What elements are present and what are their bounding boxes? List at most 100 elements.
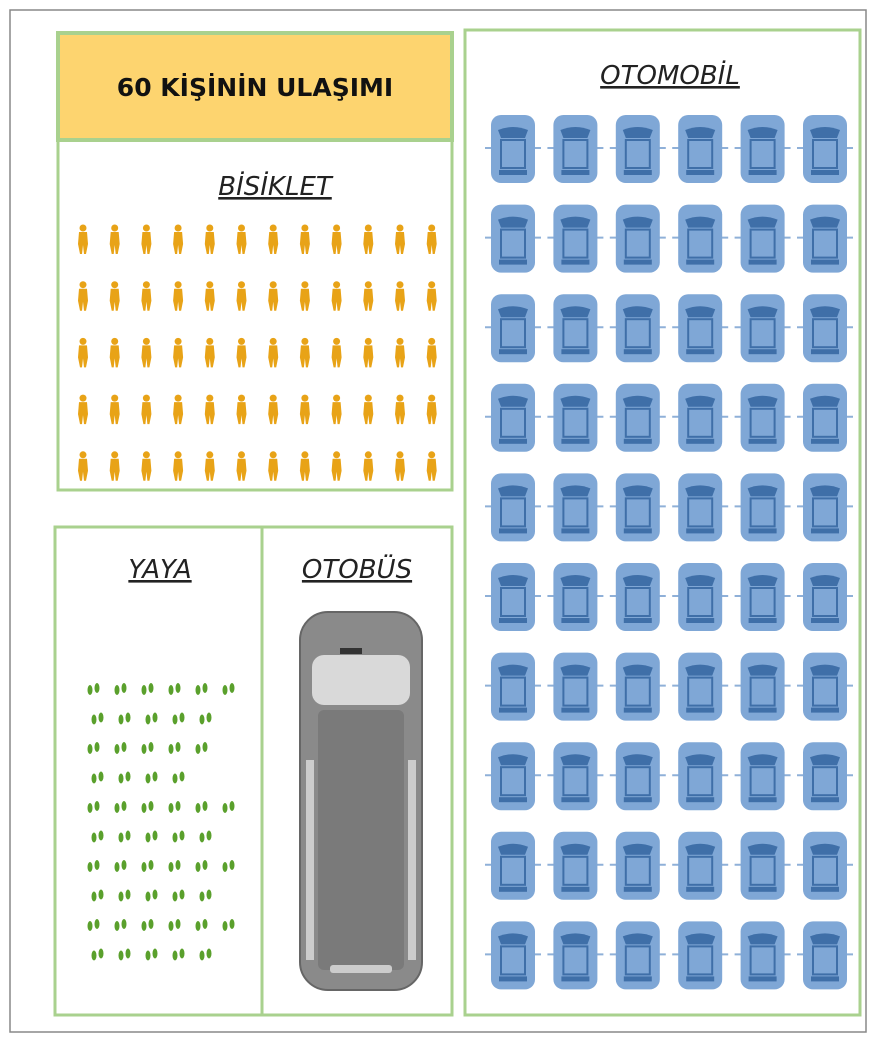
car-roof	[500, 766, 526, 797]
car-icon	[547, 473, 604, 542]
footprint	[152, 889, 158, 900]
car-roof	[812, 587, 838, 617]
footprint	[222, 921, 228, 931]
car-rear	[623, 438, 652, 444]
cyclist-body	[426, 402, 437, 425]
car-window	[560, 216, 591, 228]
car-window	[560, 664, 591, 676]
car-icon	[672, 115, 729, 183]
cyclist-head	[206, 281, 214, 289]
cyclist-icon	[426, 224, 437, 254]
car-roof	[812, 228, 838, 259]
cyclist-body	[204, 345, 215, 368]
cyclist-head	[269, 281, 277, 289]
car-window	[498, 216, 528, 228]
car-rear	[499, 349, 527, 355]
footprint	[148, 919, 154, 929]
footprint	[168, 862, 174, 872]
car-roof	[687, 407, 714, 438]
cyclist-body	[141, 232, 152, 254]
cyclist-icon	[236, 394, 247, 425]
footprint	[199, 832, 205, 843]
car-icon	[547, 742, 604, 811]
footprint	[98, 948, 104, 959]
car-rear	[499, 886, 527, 892]
car-window	[810, 754, 840, 766]
car-window	[685, 485, 716, 497]
cyclist-head	[79, 337, 87, 345]
cyclist-head	[396, 394, 404, 402]
car-roof	[562, 407, 589, 438]
footprint	[222, 685, 228, 695]
car-rear	[686, 170, 715, 175]
car-rear	[811, 618, 839, 623]
car-window	[810, 127, 840, 138]
footprint	[87, 921, 93, 931]
cyclist-body	[141, 458, 152, 481]
car-roof	[624, 139, 651, 169]
car-roof	[624, 855, 651, 886]
footprint	[229, 683, 235, 693]
cyclist-icon	[78, 337, 88, 368]
footprint	[145, 891, 151, 902]
car-icon	[609, 921, 666, 990]
cyclist-icon	[236, 451, 247, 481]
footprint	[206, 712, 212, 723]
car-roof	[624, 766, 651, 797]
car-roof	[500, 676, 526, 707]
footprint	[91, 891, 97, 902]
car-window	[498, 127, 528, 138]
car-icon	[672, 652, 729, 721]
cyclist-body	[204, 232, 215, 254]
car-rear	[499, 707, 527, 713]
car-window	[810, 216, 840, 228]
cyclist-icon	[109, 224, 120, 254]
car-roof	[749, 587, 776, 617]
cyclist-body	[173, 345, 184, 368]
car-roof	[687, 766, 714, 797]
cyclist-head	[206, 337, 214, 345]
footprint	[141, 685, 147, 695]
footprint	[125, 889, 131, 900]
cyclist-icon	[204, 337, 215, 368]
car-rear	[499, 976, 527, 982]
cyclist-body	[78, 458, 88, 481]
car-roof	[687, 676, 714, 707]
cyclist-body	[331, 402, 342, 425]
cyclist-body	[109, 458, 120, 481]
car-icon	[672, 473, 729, 542]
cyclist-head	[333, 337, 341, 345]
cyclist-body	[268, 458, 279, 481]
car-roof	[624, 318, 651, 349]
footprint	[179, 889, 185, 900]
cyclist-icon	[173, 451, 184, 481]
cyclist-icon	[109, 337, 120, 368]
car-icon	[609, 383, 666, 452]
cyclist-icon	[141, 394, 152, 425]
car-roof	[812, 139, 838, 169]
car-rear	[623, 528, 652, 534]
car-rear	[748, 797, 777, 803]
cyclist-head	[79, 451, 87, 459]
cyclist-body	[331, 232, 342, 254]
car-rear	[686, 618, 715, 623]
footprint	[199, 714, 205, 725]
footprint	[199, 891, 205, 902]
car-rear	[686, 797, 715, 803]
footprint	[141, 803, 147, 813]
cyclist-icon	[236, 224, 247, 254]
footprint	[148, 683, 154, 693]
car-roof	[749, 676, 776, 707]
car-rear	[561, 707, 590, 713]
cyclist-body	[426, 345, 437, 368]
car-rear	[561, 259, 590, 265]
cyclist-icon	[363, 337, 374, 368]
footprint	[199, 950, 205, 961]
cyclist-head	[269, 337, 277, 345]
cyclist-icon	[331, 451, 342, 481]
cyclist-body	[299, 458, 310, 481]
car-icon	[734, 921, 791, 990]
cyclist-head	[79, 281, 87, 289]
car-window	[498, 754, 528, 766]
footprint	[175, 860, 181, 870]
